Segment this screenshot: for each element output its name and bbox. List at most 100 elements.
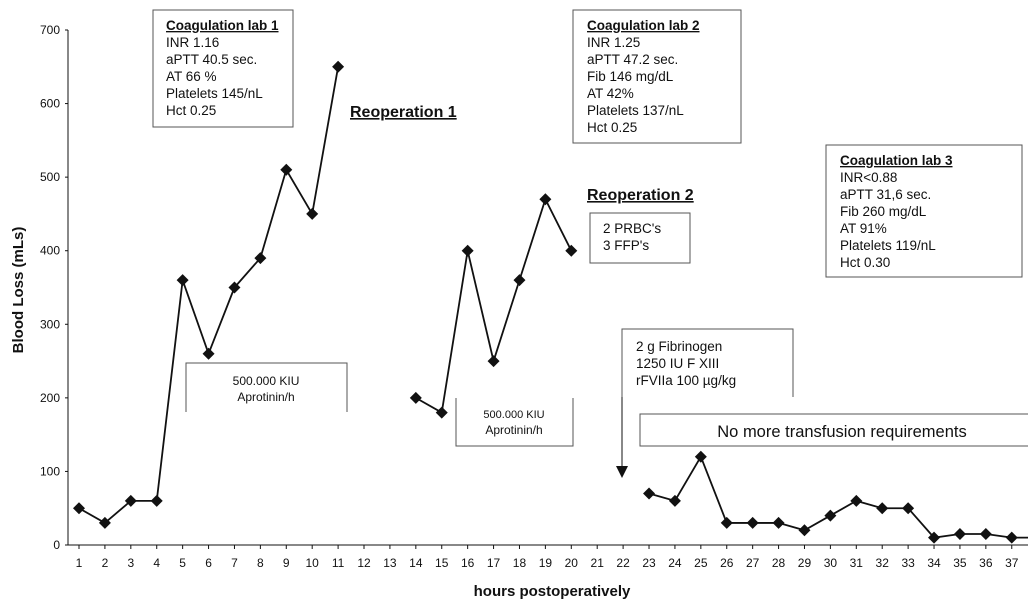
- y-tick-label: 200: [40, 391, 60, 405]
- lab1-line: INR 1.16: [166, 35, 219, 50]
- data-point: [461, 244, 474, 257]
- y-tick-label: 500: [40, 170, 60, 184]
- data-point: [798, 524, 811, 537]
- x-tick-label: 14: [409, 556, 423, 570]
- x-tick-label: 17: [487, 556, 501, 570]
- x-tick-label: 21: [591, 556, 605, 570]
- lab3-line: Platelets 119/nL: [840, 238, 936, 253]
- lab3-line: Fib 260 mg/dL: [840, 204, 927, 219]
- x-tick-label: 28: [772, 556, 786, 570]
- data-point: [746, 516, 759, 529]
- data-point: [953, 527, 966, 540]
- lab2-line: Fib 146 mg/dL: [587, 69, 674, 84]
- x-tick-label: 12: [357, 556, 371, 570]
- x-tick-label: 16: [461, 556, 475, 570]
- y-tick-label: 100: [40, 464, 60, 478]
- data-point: [539, 193, 552, 206]
- x-axis-title: hours postoperatively: [474, 583, 631, 600]
- series-line-segment: [78, 66, 339, 525]
- lab3-line: Hct 0.30: [840, 255, 890, 270]
- series-line-segment: [648, 454, 1028, 539]
- y-tick-labels: 0 100 200 300 400 500 600 700: [40, 23, 68, 552]
- data-point: [202, 347, 215, 360]
- lab2-line: Platelets 137/nL: [587, 103, 684, 118]
- lab1-line: AT 66 %: [166, 69, 217, 84]
- data-point: [73, 502, 85, 515]
- x-tick-label: 9: [283, 556, 290, 570]
- x-tick-label: 25: [694, 556, 708, 570]
- coagulation-lab-2-box: Coagulation lab 2 INR 1.25 aPTT 47.2 sec…: [572, 9, 742, 144]
- x-tick-label: 11: [332, 556, 345, 570]
- x-tick-label: 24: [668, 556, 682, 570]
- series-line-segment: [415, 196, 573, 414]
- x-tick-label: 1: [76, 556, 83, 570]
- data-point: [176, 274, 189, 287]
- aprotinin-1-line: 500.000 KIU: [233, 374, 300, 388]
- data-point: [228, 281, 241, 294]
- x-tick-label: 20: [565, 556, 579, 570]
- data-point: [824, 509, 837, 522]
- data-point: [1005, 531, 1018, 544]
- x-tick-label: 34: [927, 556, 941, 570]
- lab2-line: aPTT 47.2 sec.: [587, 52, 678, 67]
- y-tick-label: 600: [40, 97, 60, 111]
- data-point: [150, 494, 163, 507]
- data-point: [280, 163, 293, 176]
- x-tick-labels: 1 2 3 4 5 6 7 8 9 10 11 12 13 14 15 16 17 18 19 20 21 22 23 24 2…: [76, 545, 1019, 570]
- lab3-line: aPTT 31,6 sec.: [840, 187, 931, 202]
- data-point: [98, 516, 111, 529]
- x-tick-label: 23: [642, 556, 656, 570]
- x-tick-label: 8: [257, 556, 264, 570]
- x-tick-label: 7: [231, 556, 238, 570]
- lab3-title: Coagulation lab 3: [840, 153, 953, 168]
- x-tick-label: 31: [850, 556, 864, 570]
- no-more-transfusion-box: No more transfusion requirements: [639, 413, 1028, 447]
- x-tick-label: 37: [1005, 556, 1019, 570]
- lab1-line: aPTT 40.5 sec.: [166, 52, 257, 67]
- data-point: [306, 207, 319, 220]
- x-tick-label: 15: [435, 556, 449, 570]
- lab1-line: Hct 0.25: [166, 103, 216, 118]
- data-point: [979, 527, 992, 540]
- x-tick-label: 2: [102, 556, 109, 570]
- x-tick-label: 36: [979, 556, 993, 570]
- x-tick-label: 18: [513, 556, 527, 570]
- data-point: [850, 494, 863, 507]
- x-tick-label: 33: [901, 556, 915, 570]
- transfusion-box: 2 PRBC's 3 FFP's: [589, 212, 691, 264]
- lab2-line: AT 42%: [587, 86, 634, 101]
- lab2-title: Coagulation lab 2: [587, 18, 700, 33]
- y-tick-label: 700: [40, 23, 60, 37]
- data-point: [254, 252, 267, 265]
- transfusion-line: 2 PRBC's: [603, 221, 661, 236]
- lab3-line: INR<0.88: [840, 170, 897, 185]
- treatment-line: rFVIIa 100 µg/kg: [636, 373, 736, 388]
- data-point: [409, 391, 422, 404]
- aprotinin-2-box: 500.000 KIU Aprotinin/h: [455, 398, 574, 447]
- aprotinin-1-line: Aprotinin/h: [237, 390, 294, 404]
- x-tick-label: 10: [306, 556, 320, 570]
- lab1-line: Platelets 145/nL: [166, 86, 263, 101]
- data-point: [720, 516, 733, 529]
- no-more-transfusion-label: No more transfusion requirements: [717, 423, 966, 441]
- data-point: [513, 274, 526, 287]
- data-point: [643, 487, 656, 500]
- aprotinin-2-line: Aprotinin/h: [485, 423, 542, 437]
- reoperation-2-label: Reoperation 2: [587, 187, 694, 204]
- data-point: [694, 450, 707, 463]
- x-tick-label: 30: [824, 556, 838, 570]
- x-tick-label: 26: [720, 556, 734, 570]
- y-tick-label: 400: [40, 244, 60, 258]
- data-point: [565, 244, 578, 257]
- y-axis-title: Blood Loss (mLs): [10, 227, 27, 354]
- x-tick-label: 35: [953, 556, 967, 570]
- data-point: [435, 406, 448, 419]
- blood-loss-series: [73, 60, 1028, 544]
- data-point: [668, 494, 681, 507]
- data-point: [772, 516, 785, 529]
- lab2-line: Hct 0.25: [587, 120, 637, 135]
- treatment-line: 2 g Fibrinogen: [636, 339, 722, 354]
- x-tick-label: 4: [153, 556, 160, 570]
- data-point: [876, 502, 889, 515]
